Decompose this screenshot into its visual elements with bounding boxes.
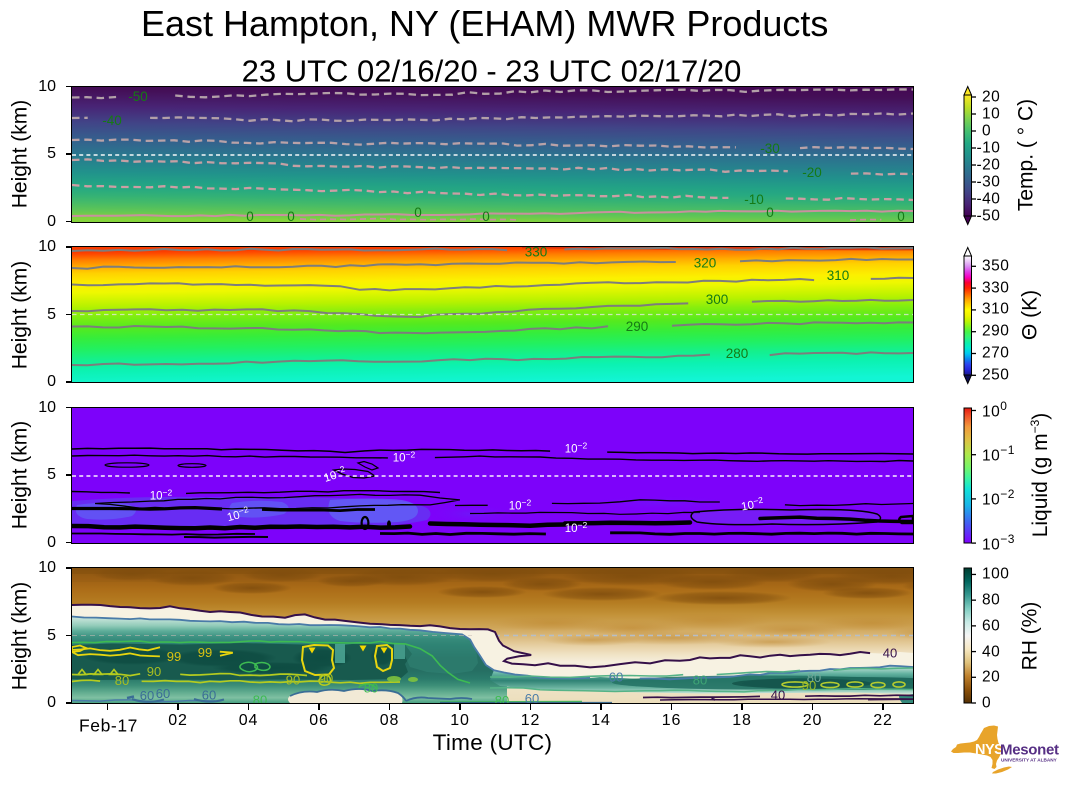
svg-text:90: 90 (147, 664, 161, 679)
svg-text:60: 60 (609, 670, 623, 685)
svg-text:290: 290 (626, 319, 649, 334)
svg-text:-50: -50 (128, 89, 148, 104)
svg-text:99: 99 (198, 645, 212, 660)
svg-text:60: 60 (202, 688, 216, 703)
svg-text:0: 0 (414, 205, 422, 220)
svg-text:310: 310 (827, 268, 850, 283)
svg-text:60: 60 (525, 691, 539, 703)
svg-text:90: 90 (802, 678, 816, 693)
svg-text:99: 99 (167, 649, 181, 664)
svg-text:40: 40 (883, 646, 897, 661)
svg-text:80: 80 (807, 670, 821, 685)
svg-text:60: 60 (140, 688, 154, 703)
svg-text:NYS: NYS (975, 742, 1004, 758)
svg-text:0: 0 (897, 209, 905, 222)
svg-text:0: 0 (766, 205, 774, 220)
svg-text:-40: -40 (102, 113, 122, 128)
svg-text:320: 320 (694, 256, 717, 271)
svg-text:UNIVERSITY AT ALBANY: UNIVERSITY AT ALBANY (1001, 758, 1058, 763)
svg-text:90: 90 (319, 671, 333, 686)
svg-text:40: 40 (771, 688, 785, 703)
svg-text:90: 90 (286, 673, 300, 688)
svg-text:0: 0 (246, 209, 254, 222)
svg-text:80: 80 (693, 673, 707, 688)
svg-text:330: 330 (525, 247, 548, 260)
svg-text:300: 300 (706, 292, 729, 307)
svg-text:80: 80 (364, 681, 378, 696)
svg-text:-10: -10 (744, 192, 764, 207)
svg-text:Mesonet: Mesonet (1000, 742, 1059, 759)
svg-text:0: 0 (287, 209, 295, 222)
svg-text:80: 80 (115, 673, 129, 688)
svg-text:280: 280 (726, 346, 749, 361)
svg-text:80: 80 (495, 693, 509, 703)
svg-text:60: 60 (156, 686, 170, 701)
svg-text:80: 80 (253, 693, 267, 704)
svg-text:-30: -30 (760, 141, 780, 156)
svg-text:0: 0 (482, 209, 490, 222)
svg-text:-20: -20 (802, 165, 822, 180)
